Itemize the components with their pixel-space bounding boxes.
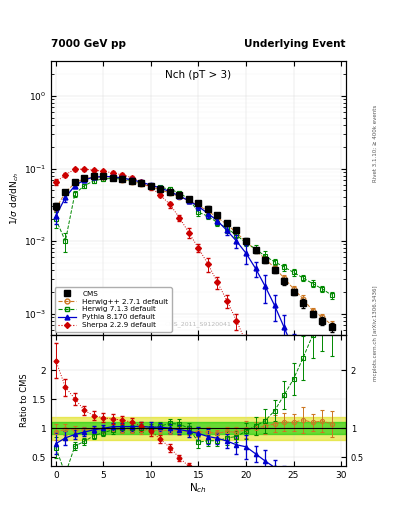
Text: Underlying Event: Underlying Event [244,38,346,49]
X-axis label: N$_{ch}$: N$_{ch}$ [189,481,208,495]
Text: mcplots.cern.ch [arXiv:1306.3436]: mcplots.cern.ch [arXiv:1306.3436] [373,285,378,380]
Text: Rivet 3.1.10; ≥ 400k events: Rivet 3.1.10; ≥ 400k events [373,105,378,182]
Text: Nch (pT > 3): Nch (pT > 3) [165,70,231,80]
Y-axis label: 1/$\sigma$ d$\sigma$/dN$_{ch}$: 1/$\sigma$ d$\sigma$/dN$_{ch}$ [9,172,21,225]
Text: 7000 GeV pp: 7000 GeV pp [51,38,126,49]
Text: CMS_2011_S9120041: CMS_2011_S9120041 [165,322,232,327]
Y-axis label: Ratio to CMS: Ratio to CMS [20,374,29,428]
Legend: CMS, Herwig++ 2.7.1 default, Herwig 7.1.3 default, Pythia 8.170 default, Sherpa : CMS, Herwig++ 2.7.1 default, Herwig 7.1.… [55,287,172,332]
